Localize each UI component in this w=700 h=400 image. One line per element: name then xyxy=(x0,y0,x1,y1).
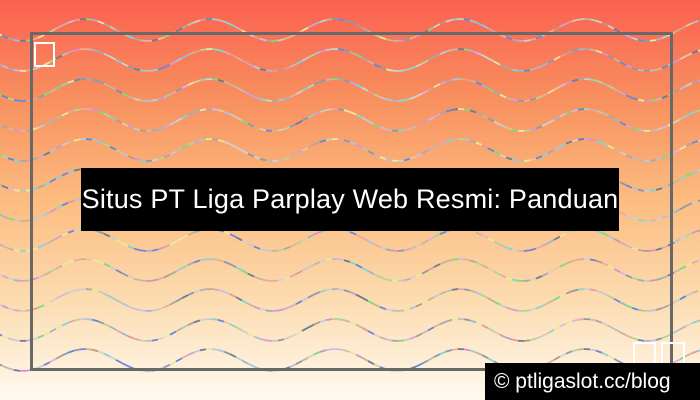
credit-text: © ptligaslot.cc/blog xyxy=(494,369,671,393)
title-bar: Situs PT Liga Parplay Web Resmi: Panduan xyxy=(81,168,619,231)
banner-title: Situs PT Liga Parplay Web Resmi: Panduan xyxy=(81,184,619,214)
missing-glyph-box xyxy=(34,42,55,67)
credit-bar: © ptligaslot.cc/blog xyxy=(485,363,700,400)
